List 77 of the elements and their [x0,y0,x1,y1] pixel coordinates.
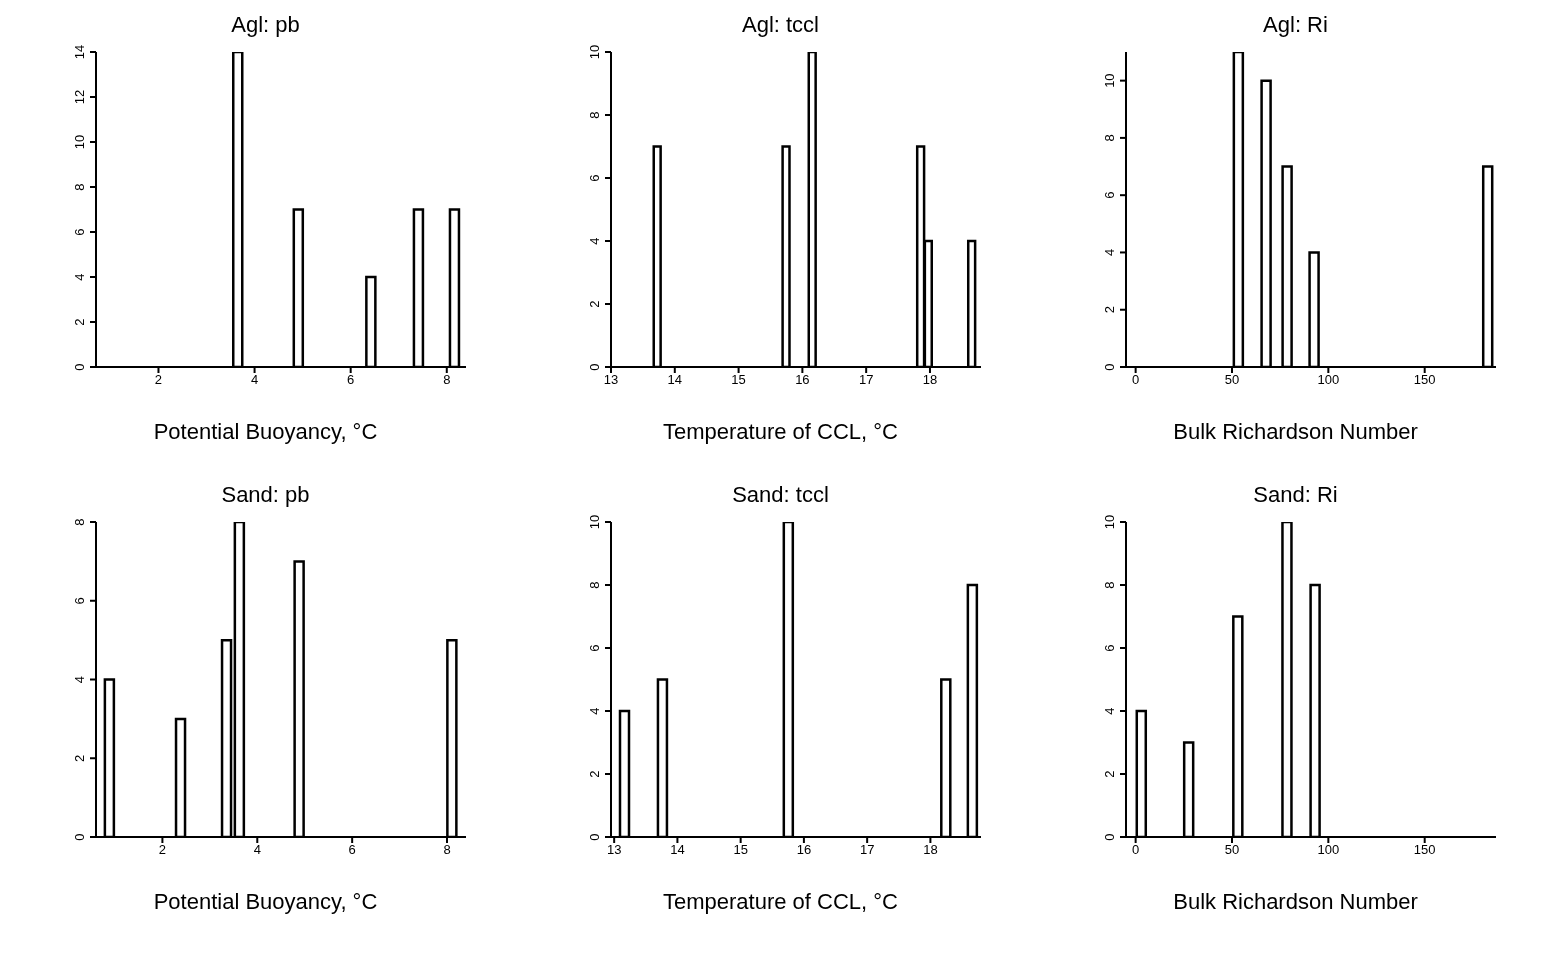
y-tick-label: 14 [71,44,87,60]
x-tick-label: 4 [250,372,258,388]
x-tick-label: 150 [1413,372,1436,388]
y-tick-label: 2 [586,770,602,778]
y-tick-label: 10 [71,134,87,150]
y-tick-label: 4 [71,273,87,281]
y-tick-label: 2 [586,300,602,308]
y-tick-label: 10 [586,514,602,530]
y-tick-label: 8 [1101,134,1117,142]
chart-title: Sand: pb [221,481,310,509]
y-tick-label: 0 [1101,833,1117,841]
y-tick-label: 12 [71,89,87,105]
y-tick-label: 0 [1101,363,1117,371]
y-tick-label: 6 [586,644,602,652]
y-tick-label: 2 [1101,770,1117,778]
y-tick-label: 6 [71,228,87,236]
x-tick-label: 15 [730,372,746,388]
x-tick-label: 14 [667,372,682,388]
chart-title: Agl: pb [231,11,300,39]
x-tick-label: 4 [253,842,261,858]
y-tick-label: 6 [1101,644,1117,652]
x-tick-label: 18 [922,372,937,388]
chart-title: Agl: tccl [741,11,820,39]
y-tick-label: 4 [1101,248,1117,257]
x-tick-label: 13 [606,842,621,858]
y-tick-label: 10 [1101,73,1117,88]
y-tick-label: 8 [71,183,87,191]
y-tick-label: 8 [1101,581,1117,589]
y-tick-label: 2 [71,318,87,326]
x-axis-title: Bulk Richardson Number [1173,888,1418,916]
chart-title: Sand: Ri [1253,481,1338,509]
x-tick-label: 150 [1413,842,1436,858]
y-tick-label: 4 [586,237,602,245]
x-tick-label: 17 [859,842,874,858]
x-tick-label: 100 [1316,372,1339,388]
x-tick-label: 17 [858,372,873,388]
x-axis-title: Potential Buoyancy, °C [153,418,378,446]
x-tick-label: 2 [158,842,166,858]
y-tick-label: 4 [1101,707,1117,715]
x-tick-label: 16 [794,372,810,388]
x-tick-label: 2 [154,372,162,388]
x-tick-label: 100 [1316,842,1339,858]
y-tick-label: 6 [1101,191,1117,199]
y-tick-label: 4 [586,707,602,715]
x-tick-label: 50 [1224,372,1239,388]
y-tick-label: 8 [586,111,602,119]
x-axis-title: Temperature of CCL, °C [663,418,898,446]
y-tick-label: 2 [1101,306,1117,314]
x-tick-label: 6 [348,842,356,858]
y-tick-label: 6 [71,597,87,605]
y-tick-label: 6 [586,174,602,182]
y-tick-label: 10 [1101,514,1117,530]
y-tick-label: 0 [586,363,602,371]
x-tick-label: 50 [1224,842,1239,858]
x-tick-label: 16 [796,842,811,858]
y-tick-label: 10 [586,44,602,60]
x-tick-label: 18 [922,842,938,858]
chart-title: Sand: tccl [732,481,829,509]
x-tick-label: 15 [732,842,748,858]
y-tick-label: 0 [586,833,602,841]
x-tick-label: 14 [669,842,685,858]
y-tick-label: 4 [71,675,87,684]
y-tick-label: 8 [71,518,87,526]
x-tick-label: 0 [1131,372,1139,388]
x-axis-title: Temperature of CCL, °C [663,888,898,916]
y-tick-label: 0 [71,833,87,841]
x-tick-label: 13 [603,372,618,388]
x-tick-label: 6 [346,372,354,388]
chart-title: Agl: Ri [1263,11,1328,39]
x-axis-title: Bulk Richardson Number [1173,418,1418,446]
y-tick-label: 0 [71,363,87,371]
x-axis-title: Potential Buoyancy, °C [153,888,378,916]
x-tick-label: 8 [442,372,450,388]
x-tick-label: 0 [1131,842,1139,858]
y-tick-label: 8 [586,581,602,589]
y-tick-label: 2 [71,754,87,762]
x-tick-label: 8 [442,842,451,858]
